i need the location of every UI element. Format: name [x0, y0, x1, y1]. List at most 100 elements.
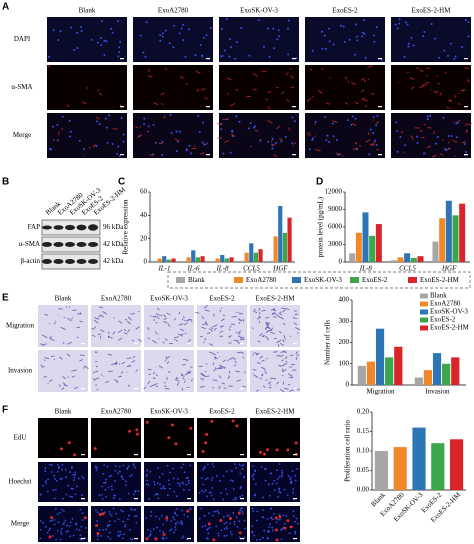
cell — [188, 489, 191, 491]
bar — [152, 260, 158, 262]
cell — [331, 122, 334, 125]
cell — [201, 525, 204, 528]
cell — [267, 120, 273, 124]
cell — [286, 448, 290, 452]
bar — [423, 370, 433, 385]
cell — [252, 465, 254, 467]
cell — [189, 464, 192, 467]
cell — [276, 469, 278, 472]
cell — [364, 105, 367, 108]
cell — [130, 538, 132, 540]
cell — [137, 134, 143, 138]
cell — [265, 323, 271, 325]
cell — [279, 354, 284, 357]
cell — [67, 484, 70, 487]
micrograph — [391, 113, 471, 158]
cell — [62, 497, 65, 500]
cell — [266, 326, 272, 330]
cell — [280, 91, 285, 95]
cell — [122, 133, 125, 136]
cell — [375, 144, 378, 147]
cell — [348, 38, 351, 41]
cell — [222, 516, 225, 518]
cell — [423, 30, 426, 33]
y-tick-label: 0.00 — [357, 486, 370, 494]
cell — [354, 101, 359, 105]
cell — [183, 322, 188, 326]
cell — [273, 480, 276, 482]
cell — [174, 523, 177, 526]
cell — [166, 312, 171, 316]
cell — [214, 367, 218, 370]
cell — [235, 370, 239, 373]
scale-bar — [292, 106, 296, 108]
cell — [252, 510, 255, 513]
legend-swatch — [420, 301, 428, 307]
cell — [259, 538, 262, 541]
cell — [287, 474, 290, 477]
cell — [218, 375, 222, 379]
legend-label: ExoSK-OV-3 — [304, 276, 342, 284]
micrograph — [47, 17, 127, 62]
micrograph — [250, 462, 300, 502]
cell — [126, 365, 132, 367]
cell — [68, 306, 71, 308]
cell — [122, 510, 125, 513]
cell — [257, 340, 261, 343]
cell — [164, 338, 168, 341]
cell — [229, 335, 231, 338]
cell — [201, 449, 205, 453]
column-label: Blank — [55, 408, 72, 416]
cell — [41, 484, 44, 487]
cell — [168, 529, 171, 532]
cell — [251, 530, 254, 533]
bar — [191, 250, 196, 262]
cell — [271, 529, 274, 532]
cell — [173, 338, 176, 341]
cell — [128, 317, 132, 321]
cell — [255, 483, 257, 486]
cell — [85, 527, 87, 529]
scale-bar — [292, 154, 296, 156]
cell — [174, 377, 179, 381]
bar — [239, 260, 245, 262]
cell — [220, 28, 223, 31]
cell — [264, 479, 267, 482]
cell — [107, 486, 110, 489]
cell — [270, 516, 272, 519]
cell — [217, 534, 220, 537]
panel-label: E — [2, 293, 9, 304]
cell — [95, 509, 97, 512]
panel-label: A — [2, 2, 9, 13]
cell — [152, 124, 155, 127]
cell — [268, 526, 270, 529]
cell — [228, 516, 232, 520]
micrograph — [38, 462, 88, 502]
cell — [293, 120, 296, 123]
cell — [295, 517, 298, 520]
cell — [278, 490, 281, 493]
cell — [98, 306, 104, 309]
cell — [62, 510, 65, 513]
cell — [244, 527, 246, 530]
cell — [108, 520, 111, 523]
cell — [156, 482, 159, 485]
cell — [41, 334, 48, 339]
cell — [105, 126, 108, 129]
cell — [147, 368, 152, 371]
cell — [180, 27, 183, 30]
cell — [427, 127, 432, 129]
cell — [402, 151, 405, 154]
cell — [108, 524, 111, 526]
cell — [395, 121, 398, 124]
cell — [165, 519, 168, 522]
cell — [328, 27, 331, 30]
cell — [223, 366, 226, 370]
micrograph — [133, 113, 213, 158]
column-label: ExoES-2-HM — [256, 295, 296, 303]
micrograph — [250, 418, 300, 458]
cell — [68, 525, 71, 528]
cell — [159, 483, 162, 485]
cell — [194, 311, 200, 314]
cell — [46, 490, 49, 493]
